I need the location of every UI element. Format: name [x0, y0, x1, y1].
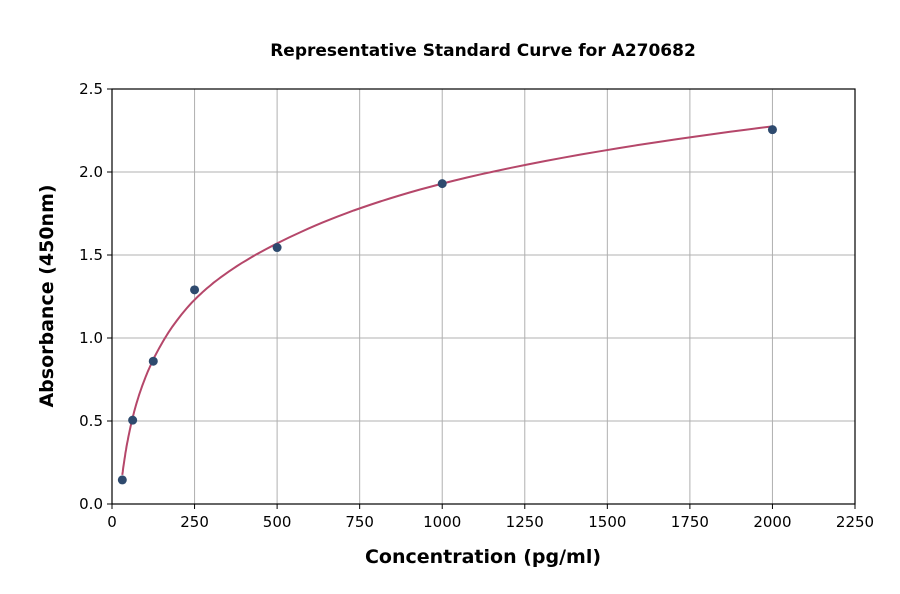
data-points: [117, 125, 777, 485]
x-tick-label: 1000: [423, 513, 461, 531]
data-point: [190, 285, 200, 295]
x-tick-label: 750: [345, 513, 374, 531]
x-tick-label: 1500: [588, 513, 626, 531]
y-tick-label: 0.0: [79, 495, 103, 513]
plot-frame: [111, 88, 856, 505]
y-axis-label: Absorbance (450nm): [36, 184, 58, 407]
x-tick-label: 250: [180, 513, 209, 531]
ticks: 0 250 500 750 1000 1250 1500 1750 2000 2250 0.0 0.5…: [79, 80, 874, 531]
data-point: [437, 179, 447, 189]
grid: [111, 88, 856, 505]
x-axis-label: Concentration (pg/ml): [365, 546, 601, 568]
data-point: [128, 415, 138, 425]
fit-curve: [121, 125, 773, 476]
y-tick-label: 1.5: [79, 246, 103, 264]
data-point: [117, 475, 127, 485]
y-tick-label: 0.5: [79, 412, 103, 430]
y-tick-label: 2.0: [79, 163, 103, 181]
x-tick-label: 2000: [753, 513, 791, 531]
y-tick-label: 1.0: [79, 329, 103, 347]
x-tick-label: 1750: [671, 513, 709, 531]
data-point: [148, 356, 158, 366]
x-tick-label: 500: [263, 513, 292, 531]
data-point: [272, 243, 282, 253]
x-tick-label: 2250: [836, 513, 874, 531]
x-tick-label: 0: [107, 513, 117, 531]
chart-title: Representative Standard Curve for A27068…: [270, 41, 696, 61]
x-tick-label: 1250: [506, 513, 544, 531]
data-point: [767, 125, 777, 135]
y-tick-label: 2.5: [79, 80, 103, 98]
